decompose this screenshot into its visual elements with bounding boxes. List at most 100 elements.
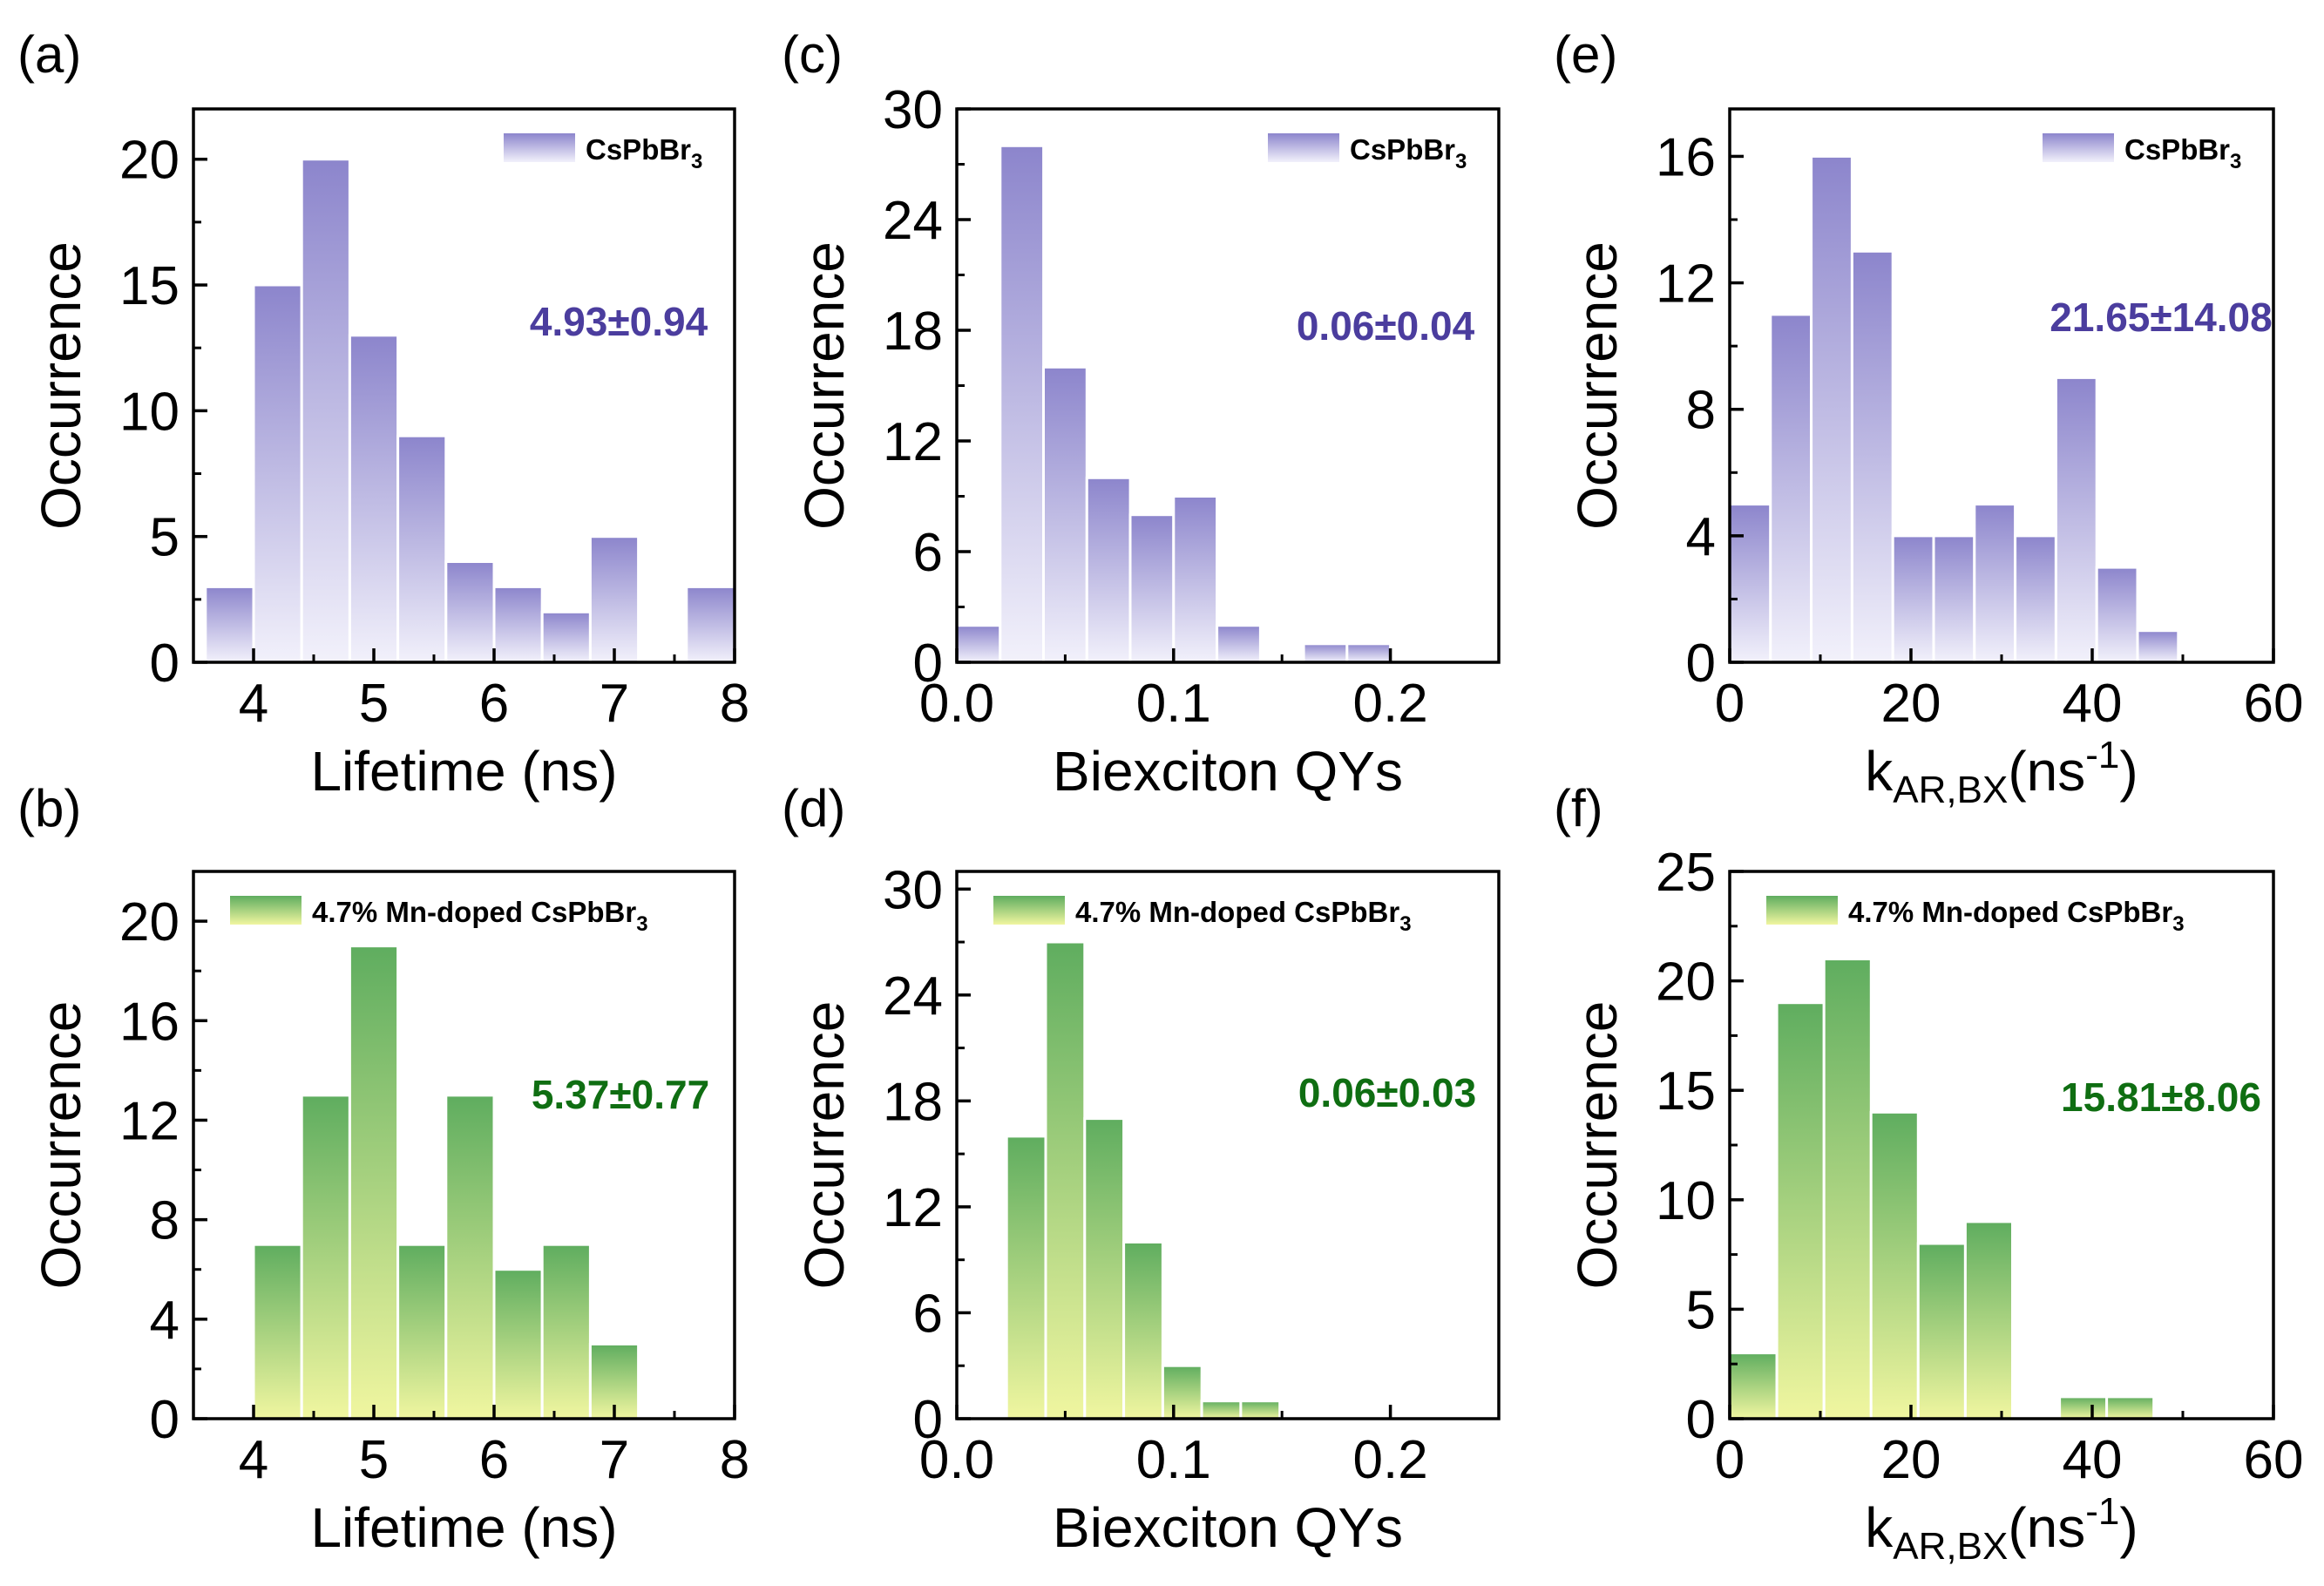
y-tick-label: 8: [1686, 381, 1716, 441]
histogram-bar: [1200, 1400, 1243, 1420]
histogram-bar: [2058, 1395, 2109, 1420]
histogram-bar: [444, 560, 496, 664]
x-tick-label: 0.1: [1136, 674, 1211, 734]
histogram-bar: [1822, 958, 1873, 1420]
histogram-bar: [1302, 642, 1349, 664]
legend: CsPbBr3: [504, 133, 702, 173]
panel-letter: (c): [782, 25, 843, 84]
mean-std-annotation: 15.81±8.06: [2061, 1074, 2261, 1120]
histogram-bar: [2014, 534, 2057, 664]
y-axis-label: Occurrence: [793, 1001, 856, 1290]
panel-letter: (d): [782, 779, 845, 837]
y-tick-label: 12: [119, 1091, 180, 1151]
y-tick-label: 0: [1686, 634, 1716, 694]
x-axis-label: kAR,BX(ns-1): [1865, 1490, 2138, 1568]
chart-panel: 0 20 40 60 0 4 8 12 16 Occurrence kAR,BX(ns-1) (e) C…: [1554, 25, 2303, 811]
y-tick-label: 8: [150, 1191, 180, 1251]
histogram-bar: [1042, 365, 1088, 664]
chart-panel: 0 20 40 60 0 5 10 15 20 25 Occurrence kAR,BX(ns-1) (…: [1554, 779, 2303, 1568]
x-tick-label: 40: [2063, 674, 2123, 734]
y-axis-label: Occurrence: [1566, 1001, 1629, 1290]
x-tick-label: 6: [479, 674, 509, 734]
histogram-bar: [396, 434, 448, 664]
histogram-bar: [955, 624, 1002, 664]
histogram-bar: [1239, 1400, 1282, 1420]
mean-std-annotation: 0.06±0.04: [1297, 303, 1475, 349]
x-tick-label: 0.2: [1352, 1430, 1427, 1490]
x-tick-label: 7: [600, 674, 629, 734]
chart-panel: 0.0 0.1 0.2 0 6 12 18 24 30 Occurrence Biexciton Q…: [782, 779, 1501, 1559]
legend-label: CsPbBr3: [586, 133, 702, 173]
mean-std-annotation: 0.06±0.03: [1298, 1070, 1476, 1115]
histogram-bar: [492, 585, 544, 664]
histogram-bar: [204, 585, 255, 664]
x-tick-label: 20: [1881, 1430, 1941, 1490]
histogram-bar: [492, 1268, 544, 1420]
histogram-bar: [1810, 154, 1853, 664]
legend: CsPbBr3: [1268, 133, 1467, 173]
y-tick-label: 15: [119, 256, 180, 316]
y-tick-label: 10: [119, 382, 180, 442]
panel-letter: (f): [1554, 779, 1603, 837]
histogram-bar: [1345, 642, 1392, 664]
y-axis-label: Occurrence: [793, 241, 856, 530]
y-tick-label: 12: [883, 1178, 943, 1238]
x-tick-label: 0.2: [1352, 674, 1427, 734]
x-axis-label: Biexciton QYs: [1053, 740, 1403, 803]
histogram-bar: [1932, 534, 1976, 664]
mean-std-annotation: 5.37±0.77: [532, 1072, 709, 1117]
histogram-bar: [999, 144, 1046, 664]
histogram-bar: [252, 283, 303, 664]
x-tick-label: 4: [239, 1430, 268, 1490]
y-tick-label: 0: [1686, 1390, 1716, 1450]
histogram-bar: [1083, 1117, 1126, 1420]
histogram-bar: [1172, 495, 1219, 664]
y-tick-label: 20: [1656, 952, 1716, 1013]
legend: CsPbBr3: [2043, 133, 2241, 173]
panel-letter: (a): [17, 25, 81, 84]
y-tick-label: 12: [1656, 254, 1716, 315]
histogram-bar: [1216, 624, 1262, 664]
y-tick-label: 20: [119, 892, 180, 952]
x-tick-label: 7: [600, 1430, 629, 1490]
y-axis-label: Occurrence: [1566, 241, 1629, 530]
y-tick-label: 30: [883, 80, 943, 140]
legend: 4.7% Mn-doped CsPbBr3: [1766, 896, 2185, 936]
x-tick-label: 0.0: [919, 674, 994, 734]
histogram-bar: [1044, 940, 1087, 1420]
x-tick-label: 60: [2244, 1430, 2304, 1490]
y-tick-label: 4: [150, 1291, 180, 1351]
legend-swatch: [230, 896, 302, 925]
x-axis-label: Biexciton QYs: [1053, 1496, 1403, 1559]
x-tick-label: 8: [720, 674, 749, 734]
x-tick-label: 60: [2244, 674, 2304, 734]
y-tick-label: 6: [913, 1284, 943, 1344]
histogram-bar: [1775, 1001, 1826, 1420]
y-tick-label: 0: [913, 1390, 943, 1450]
y-tick-label: 18: [883, 302, 943, 362]
histogram-bar: [348, 945, 400, 1420]
x-axis-label: Lifetime (ns): [310, 740, 617, 803]
legend-swatch: [2043, 133, 2114, 162]
mean-std-annotation: 21.65±14.08: [2050, 295, 2272, 340]
x-tick-label: 5: [359, 1430, 389, 1490]
histogram-bar: [2095, 566, 2139, 664]
plot-frame: [955, 870, 1501, 1420]
legend-swatch: [1766, 896, 1838, 925]
panel-letter: (b): [17, 779, 81, 837]
x-tick-label: 8: [720, 1430, 749, 1490]
y-tick-label: 30: [883, 860, 943, 920]
histogram-bar: [396, 1243, 448, 1420]
y-tick-label: 0: [913, 634, 943, 694]
x-tick-label: 20: [1881, 674, 1941, 734]
y-tick-label: 15: [1656, 1061, 1716, 1122]
legend-label: 4.7% Mn-doped CsPbBr3: [312, 896, 648, 936]
chart-panel: 4 5 6 7 8 0 5 10 15 20 Occurrence Lifetime (ns) (a) C…: [17, 25, 749, 803]
y-tick-label: 4: [1686, 507, 1716, 567]
histogram-bar: [1728, 503, 1772, 664]
x-tick-label: 4: [239, 674, 268, 734]
histogram-bar: [1161, 1364, 1203, 1420]
histogram-bar: [1973, 503, 2017, 664]
y-tick-label: 24: [883, 966, 943, 1027]
